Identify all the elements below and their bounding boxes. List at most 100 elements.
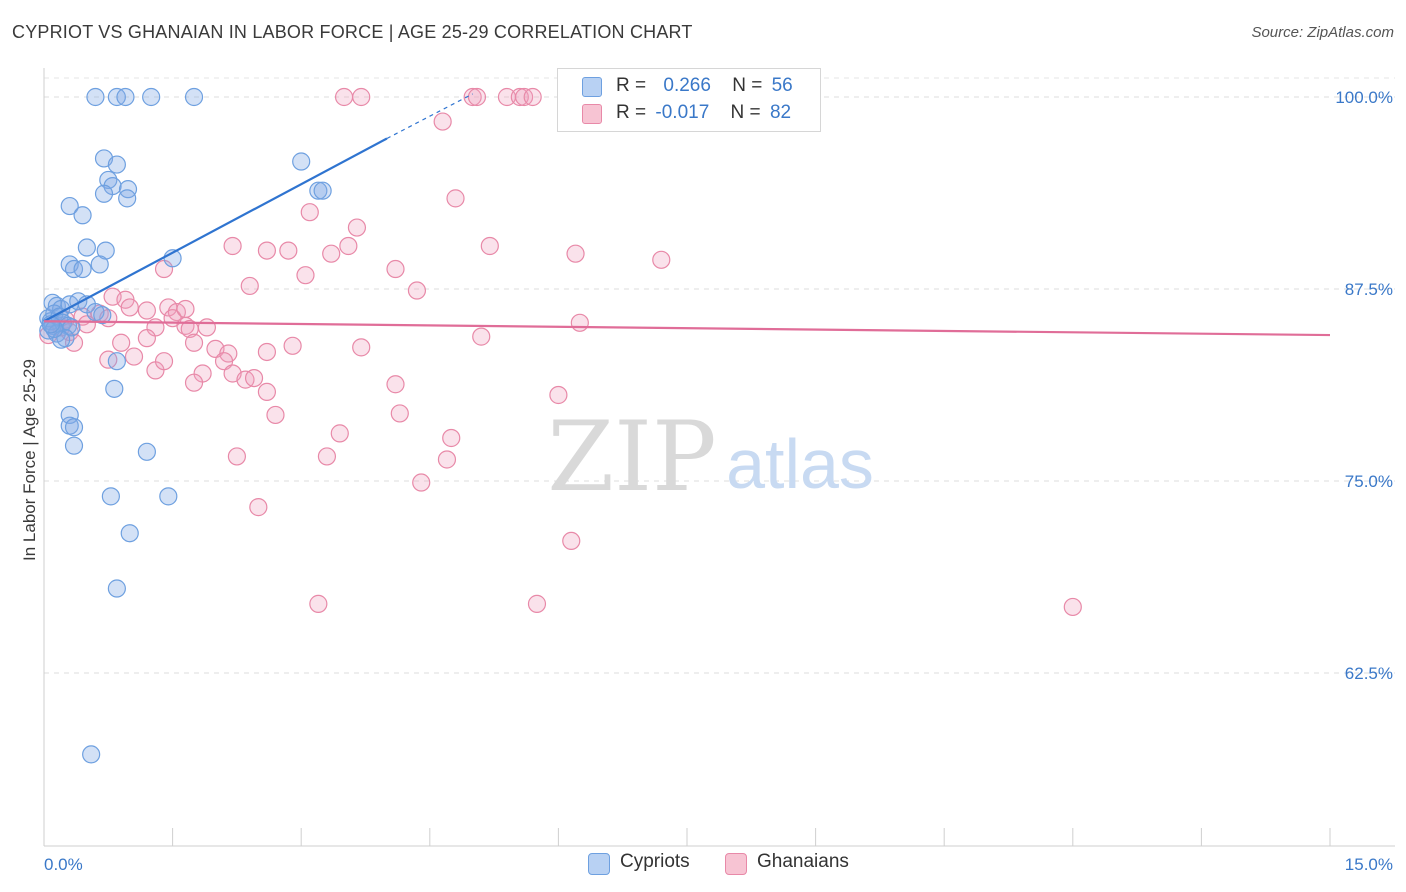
ghanaian-point xyxy=(120,298,139,317)
legend-label-ghanaians: Ghanaians xyxy=(757,851,849,872)
ghanaian-point xyxy=(407,281,427,300)
ghanaian-point xyxy=(214,352,234,371)
ghanaian-point xyxy=(283,336,302,355)
ghanaian-point xyxy=(352,87,371,107)
legend-swatch-ghanaians xyxy=(725,853,747,875)
ghanaian-point xyxy=(309,594,328,613)
ghanaian-point xyxy=(296,266,315,285)
cypriot-point xyxy=(64,436,84,455)
legend-n-value: 56 xyxy=(771,75,793,96)
ghanaian-point xyxy=(112,333,131,352)
cypriot-point xyxy=(101,487,120,506)
ghanaian-point xyxy=(184,373,204,392)
ghanaian-point xyxy=(317,447,337,466)
ghanaian-point xyxy=(322,244,341,263)
ghanaian-point xyxy=(549,385,568,405)
ghanaian-point xyxy=(566,244,585,263)
legend-n-label: N = xyxy=(730,102,761,123)
cypriot-point xyxy=(120,524,139,543)
x-tick-label: 0.0% xyxy=(44,855,83,874)
ghanaian-point xyxy=(386,375,405,394)
cypriot-point xyxy=(118,180,138,199)
trend-lines xyxy=(43,93,1331,337)
cypriot-point xyxy=(60,196,79,216)
ghanaian-point xyxy=(334,87,354,107)
ghanaian-point xyxy=(570,313,589,332)
cypriot-point xyxy=(73,206,92,225)
watermark-atlas: atlas xyxy=(726,425,874,503)
y-axis-label: In Labor Force | Age 25-29 xyxy=(20,359,39,561)
ghanaian-point xyxy=(412,473,431,492)
legend-swatch-ghanaians xyxy=(582,104,602,124)
legend-r-label: R = xyxy=(616,75,647,96)
cypriot-point xyxy=(292,152,311,171)
cypriot-point xyxy=(184,87,204,107)
ghanaian-point xyxy=(652,250,671,269)
ghanaians-points xyxy=(39,87,1082,617)
y-tick-label: 87.5% xyxy=(1345,280,1393,299)
ghanaian-point xyxy=(467,87,487,107)
cypriot-point xyxy=(116,87,135,107)
cypriot-point xyxy=(309,181,328,200)
cypriots-trend-extension xyxy=(386,93,473,140)
ghanaian-point xyxy=(223,236,242,256)
ghanaian-point xyxy=(266,405,285,425)
y-tick-label: 100.0% xyxy=(1335,88,1393,107)
cypriot-point xyxy=(73,259,92,279)
ghanaian-point xyxy=(442,428,461,448)
cypriot-point xyxy=(107,155,126,174)
ghanaian-point xyxy=(300,203,319,222)
ghanaian-point xyxy=(390,404,409,423)
ghanaian-point xyxy=(480,236,499,256)
ghanaian-point xyxy=(244,368,264,388)
ghanaian-point xyxy=(433,112,452,131)
ghanaian-point xyxy=(176,299,195,319)
cypriot-point xyxy=(64,418,84,437)
ghanaian-point xyxy=(330,424,349,443)
ghanaian-point xyxy=(472,327,491,346)
ghanaian-point xyxy=(463,87,482,107)
axes xyxy=(43,68,1395,847)
y-tick-label: 62.5% xyxy=(1345,664,1393,683)
ghanaian-point xyxy=(137,329,156,348)
ghanaian-point xyxy=(184,333,204,352)
ghanaian-point xyxy=(1063,597,1082,617)
cypriot-point xyxy=(107,352,126,371)
ghanaian-point xyxy=(137,301,156,320)
watermark: ZIP atlas xyxy=(547,401,874,513)
cypriot-point xyxy=(82,745,101,764)
ghanaian-point xyxy=(386,259,405,279)
ghanaian-point xyxy=(197,318,216,337)
cypriot-point xyxy=(86,87,105,107)
source-credit: Source: ZipAtlas.com xyxy=(1251,24,1394,41)
legend-r-label: R = xyxy=(616,102,647,123)
cypriot-point xyxy=(105,379,124,398)
ghanaian-point xyxy=(352,338,371,357)
ghanaian-point xyxy=(527,594,547,613)
legend-label-cypriots: Cypriots xyxy=(620,851,690,872)
ghanaian-point xyxy=(279,241,298,260)
ghanaian-point xyxy=(562,531,581,551)
ghanaian-point xyxy=(446,189,465,208)
ghanaian-point xyxy=(154,352,174,371)
ghanaians-trend-line xyxy=(43,320,1331,337)
legend-r-value: 0.266 xyxy=(663,75,711,96)
series-legend: Cypriots Ghanaians xyxy=(0,851,1406,877)
cypriots-points xyxy=(39,87,332,764)
chart-title: CYPRIOT VS GHANAIAN IN LABOR FORCE | AGE… xyxy=(12,22,693,42)
cypriot-point xyxy=(118,189,137,208)
ghanaian-point xyxy=(77,315,96,334)
ghanaian-point xyxy=(124,347,144,366)
legend-n-value: 82 xyxy=(769,102,792,123)
cypriot-point xyxy=(137,442,156,461)
legend-swatch-cypriots xyxy=(588,853,610,875)
cypriot-point xyxy=(52,330,71,349)
ghanaian-point xyxy=(249,498,268,517)
stats-legend: R = 0.266 N = 56 R = -0.017 N = 82 xyxy=(557,68,821,132)
ghanaian-point xyxy=(339,236,358,256)
legend-n-label: N = xyxy=(732,75,763,96)
ghanaian-point xyxy=(523,87,542,107)
watermark-zip: ZIP xyxy=(547,401,716,513)
cypriot-point xyxy=(90,255,109,274)
